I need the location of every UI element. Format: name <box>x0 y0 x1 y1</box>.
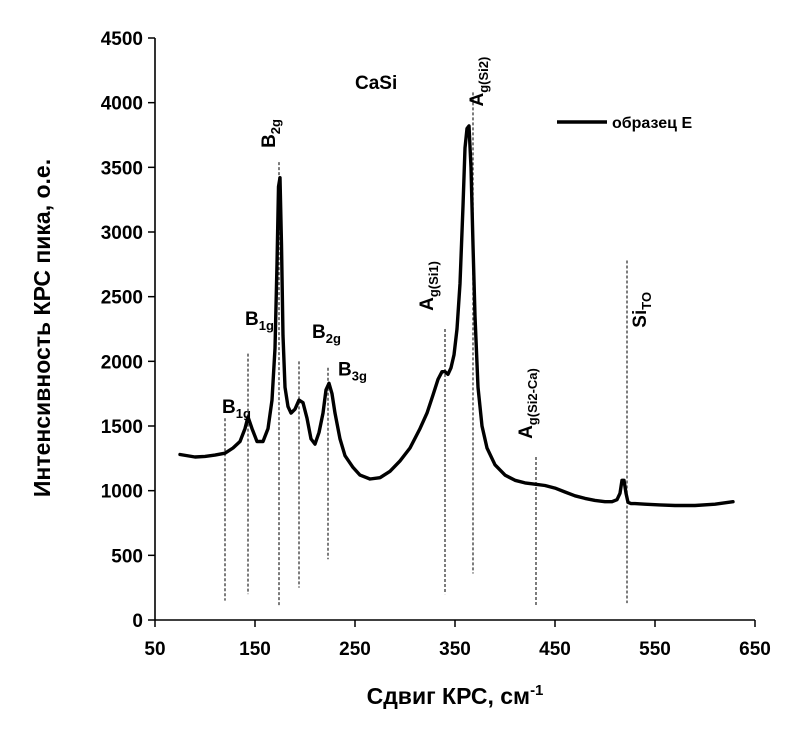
peak-label: B2g <box>312 322 341 346</box>
y-tick-label: 1500 <box>101 417 143 438</box>
peak-labels: B1g B1g B2g B2g B3g Ag(Si1) Ag(Si2) Ag(Si2-Ca) S… <box>222 57 654 439</box>
x-axis-title-text: Сдвиг КРС, см <box>367 683 530 709</box>
legend: образец Е <box>557 115 692 132</box>
legend-label: образец Е <box>612 115 692 132</box>
x-tick-label: 150 <box>239 639 271 660</box>
x-tick-label: 550 <box>639 639 671 660</box>
y-tick-label: 500 <box>111 546 143 567</box>
x-ticks: 50 150 250 350 450 550 650 <box>144 620 771 660</box>
x-axis-title-sup: -1 <box>530 682 543 699</box>
x-tick-label: 650 <box>739 639 771 660</box>
y-tick-label: 0 <box>132 611 143 632</box>
y-tick-label: 4500 <box>101 29 143 50</box>
peak-label: B1g <box>222 397 251 421</box>
y-tick-label: 4000 <box>101 94 143 115</box>
x-tick-label: 350 <box>439 639 471 660</box>
y-ticks: 0 500 1000 1500 2000 2500 3000 3500 4000 4500 <box>101 29 155 632</box>
y-axis-title: Интенсивность КРС пика, о.е. <box>29 159 55 497</box>
peak-label: B1g <box>245 309 274 333</box>
y-tick-label: 1000 <box>101 482 143 503</box>
x-tick-label: 250 <box>339 639 371 660</box>
chart-title: CaSi <box>355 73 397 94</box>
peak-label: Ag(Si1) <box>417 261 441 311</box>
peak-label: B3g <box>338 360 367 384</box>
y-tick-label: 2000 <box>101 352 143 373</box>
x-tick-label: 50 <box>144 639 165 660</box>
peak-label: Ag(Si2) <box>467 57 491 107</box>
peak-label: SiTO <box>630 292 654 328</box>
x-axis-title: Сдвиг КРС, см-1 <box>367 682 544 709</box>
y-tick-label: 2500 <box>101 288 143 309</box>
reference-lines <box>224 92 628 606</box>
peak-label: B2g <box>259 119 283 148</box>
y-tick-label: 3000 <box>101 223 143 244</box>
y-tick-label: 3500 <box>101 158 143 179</box>
peak-label: Ag(Si2-Ca) <box>516 368 540 439</box>
series-line-obrazets-e <box>178 124 735 508</box>
x-tick-label: 450 <box>539 639 571 660</box>
